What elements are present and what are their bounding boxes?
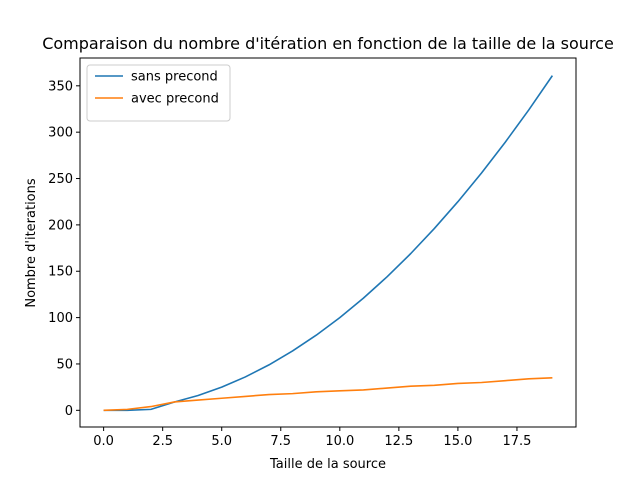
- x-axis-label: Taille de la source: [269, 457, 386, 472]
- y-tick-label: 300: [48, 126, 73, 141]
- x-tick-label: 10.0: [325, 434, 354, 449]
- x-axis-ticks: 0.0 2.5 5.0 7.5 10.0 12.5 15.0 17.5: [93, 427, 531, 449]
- x-tick-label: 0.0: [93, 434, 114, 449]
- series-line-1: [103, 377, 553, 412]
- chart-title: Comparaison du nombre d'itération en fon…: [42, 34, 614, 53]
- x-tick-label: 15.0: [443, 434, 472, 449]
- y-tick-label: 100: [48, 311, 73, 326]
- plot-lines: [103, 75, 554, 412]
- x-tick-label: 5.0: [211, 434, 232, 449]
- x-tick-label: 12.5: [384, 434, 413, 449]
- legend-label-0: sans precond: [131, 70, 218, 85]
- x-tick-label: 7.5: [270, 434, 291, 449]
- plot-frame: [79, 57, 577, 428]
- y-axis-ticks: 0 50 100 150 200 250 300 350: [48, 79, 80, 419]
- y-axis-label: Nombre d'iterations: [24, 178, 39, 308]
- y-tick-label: 50: [56, 357, 73, 372]
- legend: sans precond avec precond: [86, 64, 231, 122]
- y-tick-label: 200: [48, 218, 73, 233]
- x-tick-label: 2.5: [152, 434, 173, 449]
- x-tick-label: 17.5: [502, 434, 531, 449]
- y-tick-label: 150: [48, 265, 73, 280]
- y-tick-label: 250: [48, 172, 73, 187]
- y-tick-label: 0: [65, 404, 73, 419]
- y-tick-label: 350: [48, 79, 73, 94]
- legend-box: [86, 64, 231, 122]
- legend-label-1: avec precond: [131, 92, 219, 107]
